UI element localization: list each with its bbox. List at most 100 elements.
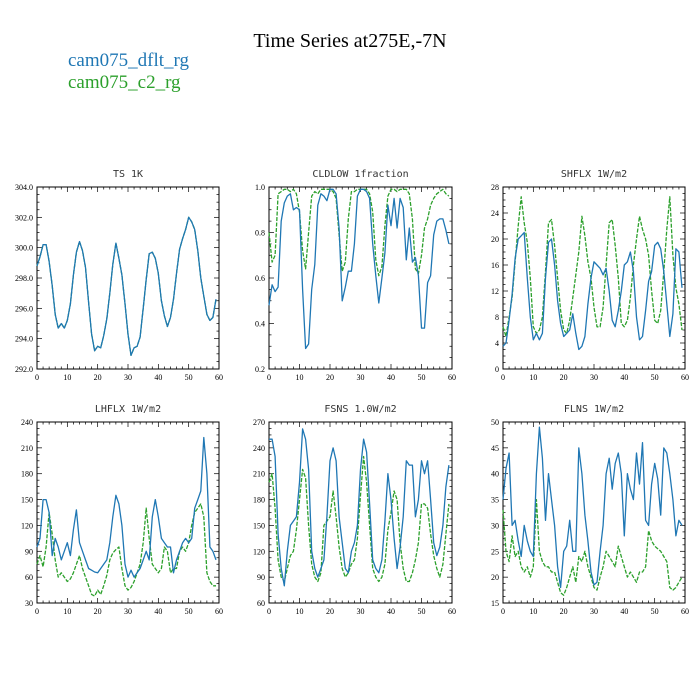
y-tick-label: 60 xyxy=(25,573,33,582)
y-tick-label: 304.0 xyxy=(15,183,33,192)
y-tick-label: 45 xyxy=(491,444,499,453)
x-tick-label: 30 xyxy=(590,373,598,382)
legend-entry-c2: cam075_c2_rg xyxy=(68,72,181,93)
series-line-c2 xyxy=(502,498,683,596)
y-tick-label: 60 xyxy=(257,599,265,608)
y-tick-label: 298.0 xyxy=(15,274,33,283)
chart-panel-2: SHFLX 1W/m2 0 10 20 30 40 50 60 0 4 8 12 16 20 24 28 xyxy=(491,169,689,382)
x-tick-label: 30 xyxy=(590,607,598,616)
chart-panel-4: FSNS 1.0W/m2 0 10 20 30 40 50 60 60 90 120 150 180 21… xyxy=(253,404,456,616)
y-tick-label: 150 xyxy=(253,521,265,530)
series-line-dflt xyxy=(268,188,450,350)
y-tick-label: 210 xyxy=(253,470,265,479)
page-title: Time Series at275E,-7N xyxy=(253,30,447,52)
y-tick-label: 294.0 xyxy=(15,335,33,344)
y-tick-label: 30 xyxy=(491,521,499,530)
x-tick-label: 40 xyxy=(154,373,162,382)
y-tick-label: 28 xyxy=(491,183,499,192)
y-tick-label: 296.0 xyxy=(15,304,33,313)
x-tick-label: 20 xyxy=(560,373,568,382)
x-tick-label: 0 xyxy=(267,373,271,382)
x-tick-label: 60 xyxy=(681,607,689,616)
y-tick-label: 0 xyxy=(495,365,499,374)
x-tick-label: 0 xyxy=(267,607,271,616)
y-tick-label: 16 xyxy=(491,261,499,270)
x-tick-label: 60 xyxy=(215,607,223,616)
x-tick-label: 10 xyxy=(529,607,537,616)
series-line-dflt xyxy=(269,428,450,587)
x-tick-label: 40 xyxy=(387,373,395,382)
x-tick-label: 50 xyxy=(185,373,193,382)
legend-entry-dflt: cam075_dflt_rg xyxy=(68,50,190,71)
series-line-c2 xyxy=(268,455,450,583)
x-tick-label: 50 xyxy=(651,373,659,382)
x-tick-label: 60 xyxy=(448,607,456,616)
x-tick-label: 60 xyxy=(681,373,689,382)
y-tick-label: 90 xyxy=(25,547,33,556)
y-tick-label: 15 xyxy=(491,599,499,608)
panel-title: FLNS 1W/m2 xyxy=(564,404,624,415)
y-tick-label: 0.8 xyxy=(255,229,265,238)
x-tick-label: 0 xyxy=(35,373,39,382)
y-tick-label: 240 xyxy=(21,418,33,427)
series-line-dflt xyxy=(36,216,217,357)
series-line-c2 xyxy=(268,188,450,277)
panel-title: TS 1K xyxy=(113,169,143,180)
y-tick-label: 4 xyxy=(495,339,499,348)
x-tick-label: 20 xyxy=(560,607,568,616)
y-tick-label: 0.6 xyxy=(255,274,265,283)
y-tick-label: 0.4 xyxy=(255,320,265,329)
series-line-c2 xyxy=(36,216,217,357)
y-tick-label: 1.0 xyxy=(255,183,265,192)
x-tick-label: 20 xyxy=(94,373,102,382)
x-tick-label: 30 xyxy=(124,607,132,616)
y-tick-label: 302.0 xyxy=(15,213,33,222)
x-tick-label: 40 xyxy=(620,607,628,616)
x-tick-label: 0 xyxy=(501,373,505,382)
x-tick-label: 60 xyxy=(215,373,223,382)
chart-panel-5: FLNS 1W/m2 0 10 20 30 40 50 60 15 20 25 30 35 40 45 50 xyxy=(491,404,689,616)
panel-title: CLDLOW 1fraction xyxy=(312,169,408,180)
y-tick-label: 24 xyxy=(491,209,499,218)
series-line-dflt xyxy=(502,426,683,589)
chart-panel-0: TS 1K 0 10 20 30 40 50 60 292.0 294.0 296.0 298.0 30… xyxy=(15,169,223,382)
x-tick-label: 40 xyxy=(154,607,162,616)
panel-title: LHFLX 1W/m2 xyxy=(95,404,161,415)
x-tick-label: 20 xyxy=(326,607,334,616)
series-line-dflt xyxy=(36,436,217,578)
y-tick-label: 150 xyxy=(21,496,33,505)
panel-title: SHFLX 1W/m2 xyxy=(561,169,627,180)
y-tick-label: 25 xyxy=(491,547,499,556)
x-tick-label: 0 xyxy=(35,607,39,616)
y-tick-label: 292.0 xyxy=(15,365,33,374)
chart-panel-3: LHFLX 1W/m2 0 10 20 30 40 50 60 30 60 90 120 150 180 2… xyxy=(21,404,223,616)
x-tick-label: 20 xyxy=(326,373,334,382)
y-tick-label: 8 xyxy=(495,313,499,322)
chart-panel-1: CLDLOW 1fraction 0 10 20 30 40 50 60 0.2 0.4 0.6 0.… xyxy=(255,169,456,382)
panel-title: FSNS 1.0W/m2 xyxy=(324,404,396,415)
series-line-c2 xyxy=(36,503,216,597)
x-tick-label: 10 xyxy=(529,373,537,382)
y-tick-label: 40 xyxy=(491,470,499,479)
y-tick-label: 20 xyxy=(491,573,499,582)
y-tick-label: 50 xyxy=(491,418,499,427)
plot-frame xyxy=(268,186,453,370)
y-tick-label: 90 xyxy=(257,573,265,582)
x-tick-label: 0 xyxy=(501,607,505,616)
x-tick-label: 10 xyxy=(63,373,71,382)
y-tick-label: 30 xyxy=(25,599,33,608)
y-tick-label: 120 xyxy=(21,521,33,530)
x-tick-label: 10 xyxy=(63,607,71,616)
y-tick-label: 180 xyxy=(21,470,33,479)
y-tick-label: 180 xyxy=(253,496,265,505)
x-tick-label: 30 xyxy=(124,373,132,382)
x-tick-label: 50 xyxy=(185,607,193,616)
y-tick-label: 120 xyxy=(253,547,265,556)
y-tick-label: 210 xyxy=(21,444,33,453)
y-tick-label: 240 xyxy=(253,444,265,453)
x-tick-label: 10 xyxy=(296,373,304,382)
x-tick-label: 30 xyxy=(357,373,365,382)
y-tick-label: 270 xyxy=(253,418,265,427)
x-tick-label: 50 xyxy=(651,607,659,616)
